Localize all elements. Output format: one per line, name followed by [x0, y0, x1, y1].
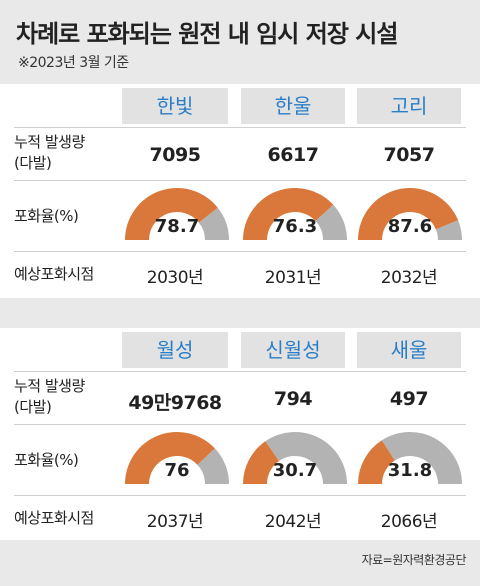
divider	[14, 180, 466, 181]
row-label-generation-line2: (다발)	[14, 154, 52, 172]
generation-value-hanul: 6617	[267, 144, 319, 166]
saturation-value-shinwolseong: 30.7	[272, 460, 318, 481]
saturation-gauge-kori: 87.6	[355, 188, 465, 242]
divider	[14, 495, 466, 496]
page-title: 차례로 포화되는 원전 내 임시 저장 시설	[16, 20, 398, 48]
saturation-gauge-saeul: 31.8	[355, 432, 465, 486]
forecast-year-kori: 2032년	[380, 268, 438, 288]
divider	[14, 371, 466, 372]
plant-group-1: 한빛 한울 고리 누적 발생량 (다발) 7095 6617 7057 포화율(…	[0, 84, 480, 298]
gauge-empty-arc	[315, 204, 347, 240]
saturation-gauge-hanul: 76.3	[240, 188, 350, 242]
row-label-saturation: 포화율(%)	[14, 451, 79, 469]
row-label-forecast: 예상포화시점	[14, 265, 94, 283]
column-header-hanbit: 한빛	[122, 88, 228, 124]
column-header-wolseong: 월성	[122, 332, 228, 368]
column-header-shinwolseong: 신월성	[241, 332, 345, 368]
column-header-kori: 고리	[357, 88, 461, 124]
generation-value-wolseong: 49만9768	[128, 392, 222, 414]
forecast-year-wolseong: 2037년	[146, 512, 204, 532]
gauge-empty-arc	[198, 207, 229, 240]
row-label-generation: 누적 발생량 (다발)	[14, 376, 85, 418]
forecast-year-hanul: 2031년	[264, 268, 322, 288]
generation-value-hanbit: 7095	[149, 144, 201, 166]
forecast-year-shinwolseong: 2042년	[264, 512, 322, 532]
gauge-empty-arc	[265, 432, 347, 484]
divider	[14, 251, 466, 252]
forecast-year-saeul: 2066년	[380, 512, 438, 532]
divider	[14, 127, 466, 128]
row-label-generation: 누적 발생량 (다발)	[14, 132, 85, 174]
saturation-gauge-hanbit: 78.7	[122, 188, 232, 242]
plant-group-2: 월성 신월성 새울 누적 발생량 (다발) 49만9768 794 497 포화…	[0, 328, 480, 540]
saturation-value-hanul: 76.3	[272, 216, 318, 237]
saturation-gauge-wolseong: 76	[122, 432, 232, 486]
subtitle: ※2023년 3월 기준	[18, 55, 129, 71]
saturation-value-kori: 87.6	[387, 216, 433, 237]
saturation-value-saeul: 31.8	[387, 460, 433, 481]
divider	[14, 424, 466, 425]
source-note: 자료=원자력환경공단	[361, 553, 467, 567]
gauge-svg	[125, 188, 229, 240]
gauge-svg	[243, 188, 347, 240]
row-label-forecast: 예상포화시점	[14, 509, 94, 527]
gauge-empty-arc	[197, 448, 229, 484]
gauge-svg	[358, 432, 462, 484]
column-header-hanul: 한울	[241, 88, 345, 124]
gauge-empty-arc	[435, 220, 462, 240]
saturation-gauge-shinwolseong: 30.7	[240, 432, 350, 486]
column-header-saeul: 새울	[357, 332, 461, 368]
gauge-filled-arc	[125, 188, 218, 240]
generation-value-kori: 7057	[383, 144, 435, 166]
row-label-generation-line1: 누적 발생량	[14, 377, 85, 395]
gauge-filled-arc	[243, 188, 334, 240]
gauge-svg	[243, 432, 347, 484]
generation-value-shinwolseong: 794	[273, 388, 313, 410]
generation-value-saeul: 497	[389, 388, 429, 410]
gauge-filled-arc	[125, 432, 215, 484]
gauge-svg	[358, 188, 462, 240]
gauge-filled-arc	[358, 440, 395, 484]
row-label-saturation: 포화율(%)	[14, 207, 79, 225]
row-label-generation-line2: (다발)	[14, 398, 52, 416]
saturation-value-wolseong: 76	[164, 460, 190, 481]
gauge-empty-arc	[381, 432, 462, 484]
row-label-generation-line1: 누적 발생량	[14, 133, 85, 151]
forecast-year-hanbit: 2030년	[146, 268, 204, 288]
saturation-value-hanbit: 78.7	[154, 216, 200, 237]
gauge-svg	[125, 432, 229, 484]
gauge-filled-arc	[243, 441, 280, 484]
gauge-filled-arc	[358, 188, 459, 240]
